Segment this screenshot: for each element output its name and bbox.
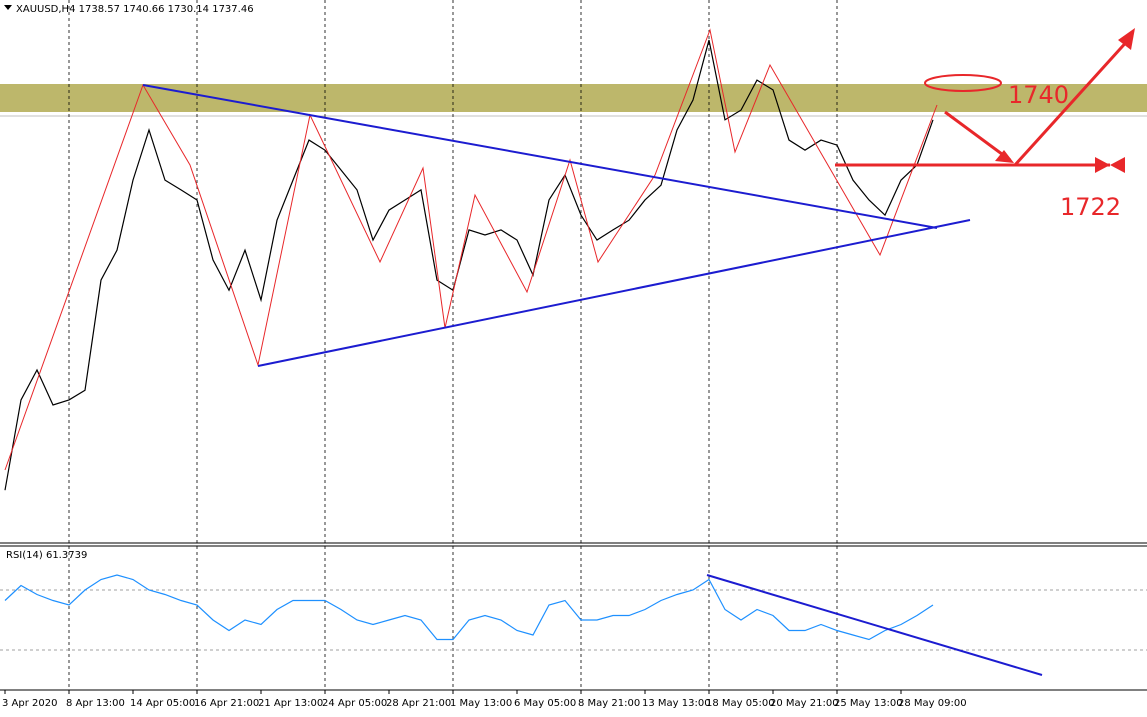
x-tick-label: 16 Apr 21:00 (194, 698, 259, 709)
level-marker (1095, 157, 1125, 173)
resistance-zone (0, 84, 1147, 112)
arrow (1013, 36, 1132, 167)
x-tick-label: 18 May 05:00 (706, 698, 775, 709)
x-tick-label: 13 May 13:00 (642, 698, 711, 709)
x-tick-label: 3 Apr 2020 (2, 698, 57, 709)
x-tick-label: 14 Apr 05:00 (130, 698, 195, 709)
rsi-trend-line (706, 574, 1043, 676)
zigzag (4, 28, 938, 471)
x-tick-label: 24 Apr 05:00 (322, 698, 387, 709)
trend-line (257, 219, 971, 367)
x-tick-label: 21 Apr 13:00 (258, 698, 323, 709)
annotation: 1740 (1008, 81, 1069, 109)
annotation: 1722 (1060, 193, 1121, 221)
arrow (944, 110, 1011, 162)
series-line (4, 39, 934, 491)
x-tick-label: 20 May 21:00 (770, 698, 839, 709)
rsi-header: RSI(14) 61.3739 (6, 550, 87, 561)
x-tick-label: 8 May 21:00 (578, 698, 640, 709)
trend-line (142, 84, 938, 229)
x-tick-label: 28 Apr 21:00 (386, 698, 451, 709)
arrowhead (995, 150, 1014, 163)
x-tick-label: 1 May 13:00 (450, 698, 512, 709)
x-tick-label: 8 Apr 13:00 (66, 698, 125, 709)
x-tick-label: 6 May 05:00 (514, 698, 576, 709)
ellipse (924, 74, 1002, 92)
symbol-icon (4, 5, 12, 10)
x-tick-label: 28 May 09:00 (898, 698, 967, 709)
x-tick-label: 25 May 13:00 (834, 698, 903, 709)
arrowhead (1118, 28, 1135, 50)
symbol-header: XAUUSD,H4 1738.57 1740.66 1730.14 1737.4… (16, 4, 254, 15)
series-line (4, 574, 934, 641)
